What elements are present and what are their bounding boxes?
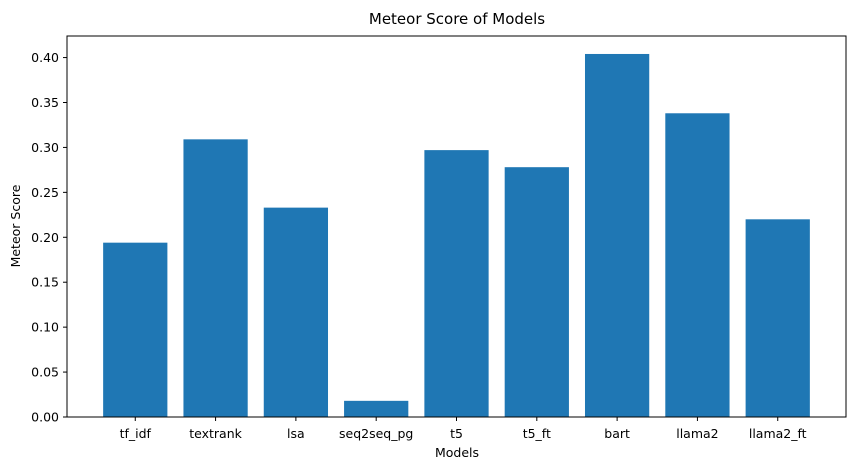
y-tick-label: 0.00 — [31, 410, 59, 425]
y-tick-label: 0.15 — [31, 275, 59, 290]
y-tick-label: 0.30 — [31, 140, 59, 155]
x-axis-title: Models — [435, 445, 479, 460]
bar-lsa — [263, 207, 329, 417]
bar-t5_ft — [504, 167, 569, 417]
bar-llama2 — [665, 113, 730, 417]
y-tick-label: 0.35 — [31, 95, 59, 110]
bars-group — [103, 53, 810, 417]
y-axis-title: Meteor Score — [8, 184, 23, 267]
plot-frame — [66, 35, 847, 418]
x-tick-label: tf_idf — [120, 426, 152, 441]
y-axis: 0.00 0.05 0.10 0.15 0.20 0.25 0.30 0.35 0.40 — [31, 50, 67, 425]
x-tick-label: seq2seq_pg — [339, 426, 413, 441]
y-tick-label: 0.10 — [31, 320, 59, 335]
x-tick-label: t5_ft — [523, 426, 551, 441]
x-tick-label: llama2 — [676, 426, 718, 441]
y-tick-label: 0.40 — [31, 50, 59, 65]
y-tick-label: 0.25 — [31, 185, 59, 200]
bar-seq2seq_pg — [344, 400, 409, 417]
x-tick-label: textrank — [189, 426, 242, 441]
bar-bart — [584, 53, 650, 417]
x-tick-label: bart — [604, 426, 630, 441]
x-tick-label: t5 — [450, 426, 463, 441]
bar-tf_idf — [103, 242, 168, 417]
x-tick-label: llama2_ft — [749, 426, 807, 441]
chart-title: Meteor Score of Models — [369, 10, 545, 28]
x-tick-label: lsa — [287, 426, 305, 441]
y-tick-label: 0.20 — [31, 230, 59, 245]
bar-llama2_ft — [745, 219, 810, 417]
y-tick-label: 0.05 — [31, 365, 59, 380]
bar-t5 — [424, 150, 489, 417]
x-axis: tf_idf textrank lsa seq2seq_pg t5 t5_ft bart ll… — [120, 417, 807, 441]
bar-textrank — [183, 139, 248, 417]
